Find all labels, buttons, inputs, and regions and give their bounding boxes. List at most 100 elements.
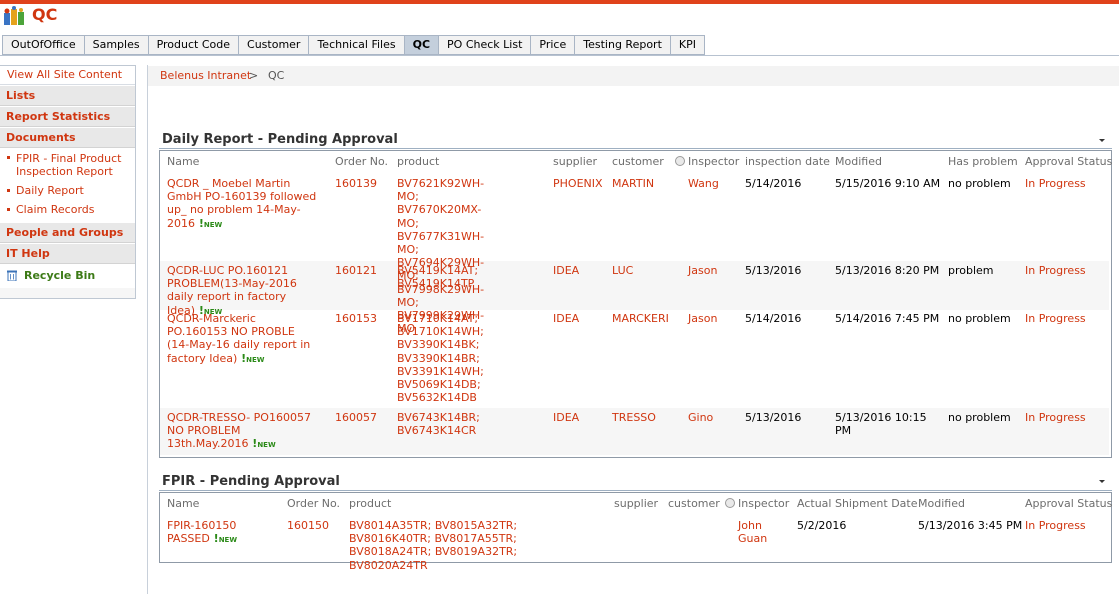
column-header-name[interactable]: Name xyxy=(167,497,200,510)
inspector-link-text[interactable]: Jason xyxy=(688,264,718,277)
report-name-link[interactable]: QCDR _ Moebel Martin GmbH PO-160139 foll… xyxy=(167,177,317,232)
supplier-link-text[interactable]: IDEA xyxy=(553,312,580,325)
product-links[interactable]: BV7621K92WH-MO; BV7670K20MX-MO; BV7677K3… xyxy=(397,177,501,335)
product-links-text[interactable]: BV5419K14AT; BV5419K14TP xyxy=(397,264,479,291)
nav-documents[interactable]: Documents xyxy=(0,127,135,148)
supplier-link[interactable]: IDEA xyxy=(553,264,608,277)
approval-status-link[interactable]: In Progress xyxy=(1025,312,1105,325)
approval-status-link[interactable]: In Progress xyxy=(1025,264,1105,277)
approval-status-link-text[interactable]: In Progress xyxy=(1025,264,1086,277)
column-header-customer[interactable]: customer xyxy=(612,155,664,168)
site-title[interactable]: QC xyxy=(32,5,58,24)
product-links-text[interactable]: BV1710K14AT; BV1710K14WH; BV3390K14BK; B… xyxy=(397,312,484,405)
column-header-inspection-date[interactable]: inspection date xyxy=(745,155,830,168)
column-header-supplier[interactable]: supplier xyxy=(553,155,598,168)
customer-link-text[interactable]: TRESSO xyxy=(612,411,656,424)
order-no-link-text[interactable]: 160153 xyxy=(335,312,377,325)
order-no-link[interactable]: 160139 xyxy=(335,177,385,190)
order-no-link[interactable]: 160121 xyxy=(335,264,385,277)
approval-status-link-text[interactable]: In Progress xyxy=(1025,312,1086,325)
tab-price[interactable]: Price xyxy=(531,35,576,55)
inspector-link[interactable]: Gino xyxy=(688,411,743,424)
column-header-actual-shipment-date[interactable]: Actual Shipment Date xyxy=(797,497,918,510)
order-no-link[interactable]: 160057 xyxy=(335,411,385,424)
supplier-link-text[interactable]: PHOENIX xyxy=(553,177,603,190)
inspector-link[interactable]: Jason xyxy=(688,312,743,325)
product-links-text[interactable]: BV8014A35TR; BV8015A32TR; BV8016K40TR; B… xyxy=(349,519,518,572)
nav-report-statistics[interactable]: Report Statistics xyxy=(0,106,135,127)
customer-link-text[interactable]: LUC xyxy=(612,264,634,277)
approval-status-link[interactable]: In Progress xyxy=(1025,177,1105,190)
order-no-link[interactable]: 160153 xyxy=(335,312,385,325)
daily-report-title[interactable]: Daily Report - Pending Approval xyxy=(162,132,398,147)
inspector-link[interactable]: John Guan xyxy=(738,519,774,545)
column-header-approval-status[interactable]: Approval Status xyxy=(1025,497,1113,510)
column-header-approval-status[interactable]: Approval Status xyxy=(1025,155,1113,168)
nav-it-help[interactable]: IT Help xyxy=(0,243,135,264)
column-header-supplier[interactable]: supplier xyxy=(614,497,659,510)
product-links[interactable]: BV6743K14BR; BV6743K14CR xyxy=(397,411,501,437)
daily-report-menu-icon[interactable] xyxy=(1099,139,1105,142)
inspector-link-text[interactable]: Wang xyxy=(688,177,719,190)
order-no-link-text[interactable]: 160150 xyxy=(287,519,329,532)
tab-po-check-list[interactable]: PO Check List xyxy=(439,35,532,55)
column-header-inspector[interactable]: Inspector xyxy=(738,497,790,510)
column-header-inspector[interactable]: Inspector xyxy=(688,155,740,168)
nav-people-groups[interactable]: People and Groups xyxy=(0,222,135,243)
supplier-link[interactable]: PHOENIX xyxy=(553,177,608,190)
approval-status-link[interactable]: In Progress xyxy=(1025,411,1105,424)
supplier-link-text[interactable]: IDEA xyxy=(553,411,580,424)
column-header-order-no[interactable]: Order No. xyxy=(287,497,341,510)
approval-status-link-text[interactable]: In Progress xyxy=(1025,177,1086,190)
nav-item-fpir[interactable]: FPIR - Final Product Inspection Report xyxy=(0,148,135,181)
inspector-link-text[interactable]: Jason xyxy=(688,312,718,325)
tab-outofoffice[interactable]: OutOfOffice xyxy=(2,35,85,55)
customer-link[interactable]: TRESSO xyxy=(612,411,672,424)
fpir-name-link-text[interactable]: FPIR-160150 PASSED xyxy=(167,519,237,546)
column-header-has-problem[interactable]: Has problem xyxy=(948,155,1018,168)
breadcrumb-root-link[interactable]: Belenus Intranet xyxy=(160,69,252,82)
product-links[interactable]: BV5419K14AT; BV5419K14TP xyxy=(397,264,501,290)
column-header-customer[interactable]: customer xyxy=(668,497,720,510)
order-no-link[interactable]: 160150 xyxy=(287,519,337,532)
report-name-link[interactable]: QCDR-LUC PO.160121 PROBLEM(13-May-2016 d… xyxy=(167,264,317,319)
tab-samples[interactable]: Samples xyxy=(84,35,149,55)
report-name-link-text[interactable]: QCDR-LUC PO.160121 PROBLEM(13-May-2016 d… xyxy=(167,264,297,317)
inspector-link-text[interactable]: John Guan xyxy=(738,519,768,546)
approval-status-link-text[interactable]: In Progress xyxy=(1025,519,1086,532)
view-all-site-content-link[interactable]: View All Site Content xyxy=(0,66,135,85)
column-header-modified[interactable]: Modified xyxy=(835,155,882,168)
fpir-title[interactable]: FPIR - Pending Approval xyxy=(162,474,340,489)
nav-item-claim-records[interactable]: Claim Records xyxy=(0,200,135,222)
report-name-link[interactable]: QCDR-Marckeric PO.160153 NO PROBLE (14-M… xyxy=(167,312,317,367)
report-name-link-text[interactable]: QCDR _ Moebel Martin GmbH PO-160139 foll… xyxy=(167,177,317,230)
customer-link[interactable]: MARCKERI xyxy=(612,312,672,325)
report-name-link-text[interactable]: QCDR-Marckeric PO.160153 NO PROBLE (14-M… xyxy=(167,312,311,365)
tab-product-code[interactable]: Product Code xyxy=(148,35,240,55)
report-name-link[interactable]: QCDR-TRESSO- PO160057 NO PROBLEM 13th.Ma… xyxy=(167,411,317,453)
inspector-link-text[interactable]: Gino xyxy=(688,411,714,424)
nav-recycle-bin[interactable]: Recycle Bin xyxy=(0,264,135,288)
product-links[interactable]: BV8014A35TR; BV8015A32TR; BV8016K40TR; B… xyxy=(349,519,594,572)
order-no-link-text[interactable]: 160057 xyxy=(335,411,377,424)
customer-link-text[interactable]: MARCKERI xyxy=(612,312,669,325)
nav-lists[interactable]: Lists xyxy=(0,85,135,106)
tab-kpi[interactable]: KPI xyxy=(670,35,705,55)
tab-customer[interactable]: Customer xyxy=(239,35,310,55)
tab-technical-files[interactable]: Technical Files xyxy=(309,35,405,55)
tab-qc[interactable]: QC xyxy=(404,35,440,55)
product-links-text[interactable]: BV6743K14BR; BV6743K14CR xyxy=(397,411,480,438)
tab-testing-report[interactable]: Testing Report xyxy=(575,35,671,55)
fpir-name-link[interactable]: FPIR-160150 PASSED !NEW xyxy=(167,519,257,547)
supplier-link-text[interactable]: IDEA xyxy=(553,264,580,277)
column-header-product[interactable]: product xyxy=(397,155,440,168)
supplier-link[interactable]: IDEA xyxy=(553,312,608,325)
product-links[interactable]: BV1710K14AT; BV1710K14WH; BV3390K14BK; B… xyxy=(397,312,501,404)
approval-status-link-text[interactable]: In Progress xyxy=(1025,411,1086,424)
order-no-link-text[interactable]: 160121 xyxy=(335,264,377,277)
column-header-name[interactable]: Name xyxy=(167,155,200,168)
customer-link[interactable]: MARTIN xyxy=(612,177,672,190)
column-header-modified[interactable]: Modified xyxy=(918,497,965,510)
approval-status-link[interactable]: In Progress xyxy=(1025,519,1105,532)
inspector-link[interactable]: Jason xyxy=(688,264,743,277)
